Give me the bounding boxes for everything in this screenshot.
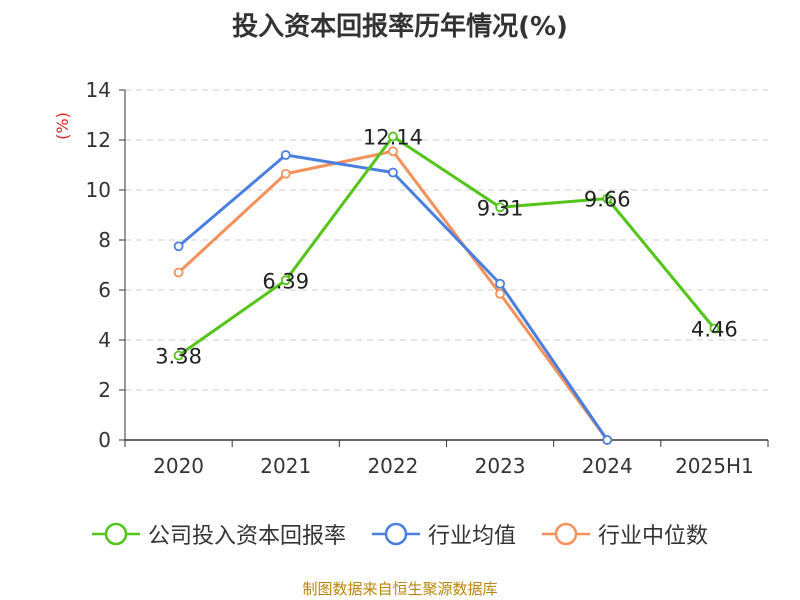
y-tick-label: 0 [98,428,111,452]
data-label: 9.66 [584,188,631,212]
legend-label: 行业中位数 [598,524,709,549]
y-tick-label: 2 [98,378,111,402]
legend-label: 行业均值 [427,524,516,549]
legend-label: 公司投入资本回报率 [147,524,346,549]
data-point [495,288,505,299]
y-tick-label: 12 [86,128,111,152]
data-point [388,146,398,157]
legend-item[interactable]: 行业中位数 [542,518,708,550]
data-label: 6.39 [262,269,309,293]
y-tick-label: 14 [86,78,111,102]
data-point [280,168,291,179]
y-tick-label: 4 [98,328,111,352]
data-point [602,193,613,204]
legend-swatch [542,522,590,546]
data-point [709,323,720,334]
data-point [173,241,184,252]
x-tick-label: 2024 [582,454,633,478]
legend-marker [554,522,578,546]
series-line [177,153,609,441]
data-label: 4.46 [691,318,738,342]
series-line [177,135,716,357]
data-point [495,202,505,213]
legend: 公司投入资本回报率 行业均值 行业中位数 [0,518,800,550]
data-point [388,131,398,142]
series [173,131,720,445]
x-tick-label: 2023 [475,454,526,478]
data-point [388,167,398,178]
legend-item[interactable]: 行业均值 [371,518,516,550]
chart-title: 投入资本回报率历年情况(%) [232,12,568,42]
data-point [173,267,184,278]
gridlines [125,89,768,391]
data-point [280,150,291,160]
axes: 0 2 4 6 8 10 12 14 2020 2021 2022 2023 2024 2025H1 [86,78,769,478]
data-point [173,350,184,361]
x-tick-label: 2025H1 [675,454,754,478]
y-axis-label: (%) [53,112,72,140]
x-tick-label: 2020 [153,454,204,478]
data-point [495,278,505,289]
data-point [602,435,613,445]
series-line [177,149,609,441]
legend-item[interactable]: 公司投入资本回报率 [91,518,346,550]
y-tick-label: 8 [98,228,111,252]
legend-marker [104,522,128,546]
source-note: 制图数据来自恒生聚源数据库 [302,580,498,598]
data-label: 3.38 [155,345,202,369]
x-tick-label: 2021 [260,454,311,478]
legend-swatch [371,522,420,546]
y-tick-label: 10 [86,178,111,202]
data-point [280,275,291,286]
x-tick-label: 2022 [367,454,418,478]
legend-marker [384,522,408,546]
legend-swatch [91,522,140,546]
data-labels: 3.38 6.39 12.14 9.31 9.66 4.46 [155,126,738,369]
data-label: 9.31 [477,196,524,220]
data-label: 12.14 [363,126,423,150]
y-tick-label: 6 [98,278,111,302]
